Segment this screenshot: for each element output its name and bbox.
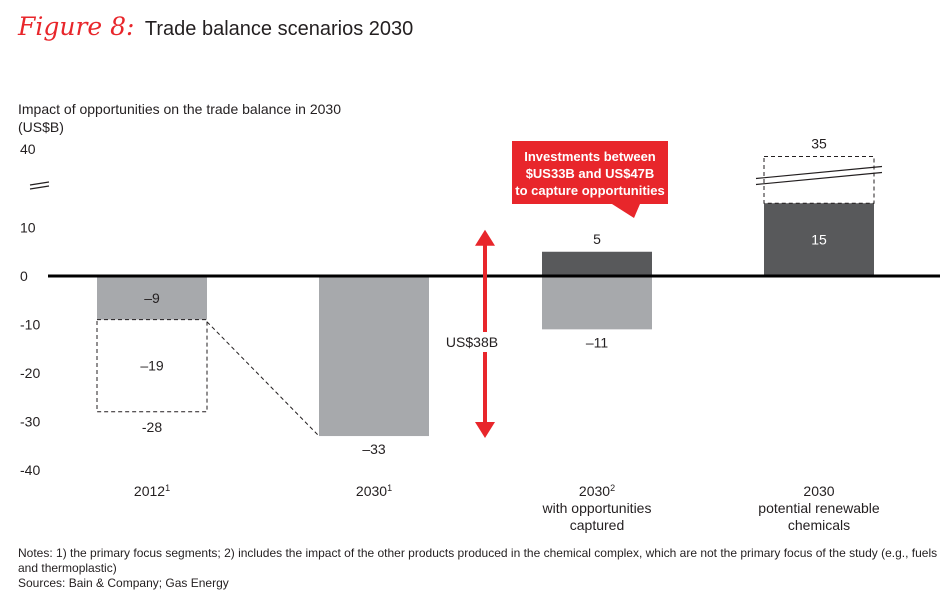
bar-dashed	[763, 156, 875, 204]
callout-text-line: to capture opportunities	[515, 183, 665, 198]
y-tick-label: 0	[20, 268, 28, 284]
data-label: 15	[811, 232, 827, 248]
x-category-label: chemicals	[788, 517, 850, 533]
data-label: 35	[811, 136, 827, 152]
range-arrow-head-down	[475, 422, 495, 439]
y-tick-label: -10	[20, 317, 40, 333]
callout-text-line: Investments between	[524, 149, 656, 164]
y-tick-label: -40	[20, 462, 40, 478]
range-arrow-head-up	[475, 229, 495, 246]
data-label: -28	[142, 419, 162, 435]
connector-dashed-line	[206, 321, 320, 437]
x-category-label: 20302	[579, 483, 615, 499]
data-label: –11	[586, 334, 609, 350]
x-category-label: captured	[570, 517, 624, 533]
x-category-footnote-mark: 2	[610, 483, 615, 493]
y-tick-label: 40	[20, 141, 36, 157]
bar	[97, 276, 207, 320]
y-axis-break-mark	[29, 181, 50, 186]
x-category-label: 2030	[803, 483, 834, 499]
bar-dashed	[96, 319, 208, 413]
callout-pointer	[612, 204, 640, 218]
bar	[319, 276, 429, 437]
trade-balance-chart: 40 10 0 -10 -20 -30 -40 –9 –19 -28 –33 5 –11 15 35 US$3…	[20, 136, 940, 533]
x-category-footnote-mark: 1	[165, 483, 170, 493]
bar	[542, 276, 652, 330]
figure-title: Figure 8: Trade balance scenarios 2030	[18, 12, 413, 41]
range-arrow-label-bg	[443, 332, 501, 352]
bar	[764, 203, 874, 276]
x-category-footnote-mark: 1	[387, 483, 392, 493]
range-arrow-label: US$38B	[446, 334, 498, 350]
y-axis-title: Impact of opportunities on the trade bal…	[18, 100, 341, 136]
notes-text: Notes: 1) the primary focus segments; 2)…	[18, 546, 938, 575]
y-tick-label: -30	[20, 414, 40, 430]
data-label: 5	[593, 231, 601, 247]
y-axis-break-mark	[29, 185, 50, 190]
data-label: –33	[362, 441, 386, 457]
y-tick-label: -20	[20, 365, 40, 381]
x-category-label: 20121	[134, 483, 170, 499]
data-label: –9	[144, 290, 160, 306]
bar	[542, 251, 652, 276]
bar-break-mark	[755, 171, 883, 186]
y-axis-title-line: Impact of opportunities on the trade bal…	[18, 101, 341, 117]
figure-title-text: Trade balance scenarios 2030	[144, 18, 414, 40]
y-tick-label: 10	[20, 220, 36, 236]
notes: Notes: 1) the primary focus segments; 2)…	[18, 546, 938, 591]
x-category-label: with opportunities	[542, 500, 652, 516]
figure-label: Figure 8:	[18, 12, 135, 41]
sources-text: Sources: Bain & Company; Gas Energy	[18, 576, 229, 590]
x-category-label: potential renewable	[758, 500, 880, 516]
callout-box	[512, 141, 668, 204]
y-axis-title-unit: (US$B)	[18, 119, 64, 135]
bar-break-mark	[755, 165, 883, 180]
x-category-label: 20301	[356, 483, 392, 499]
callout-text-line: $US33B and US$47B	[526, 166, 655, 181]
data-label: –19	[140, 358, 164, 374]
